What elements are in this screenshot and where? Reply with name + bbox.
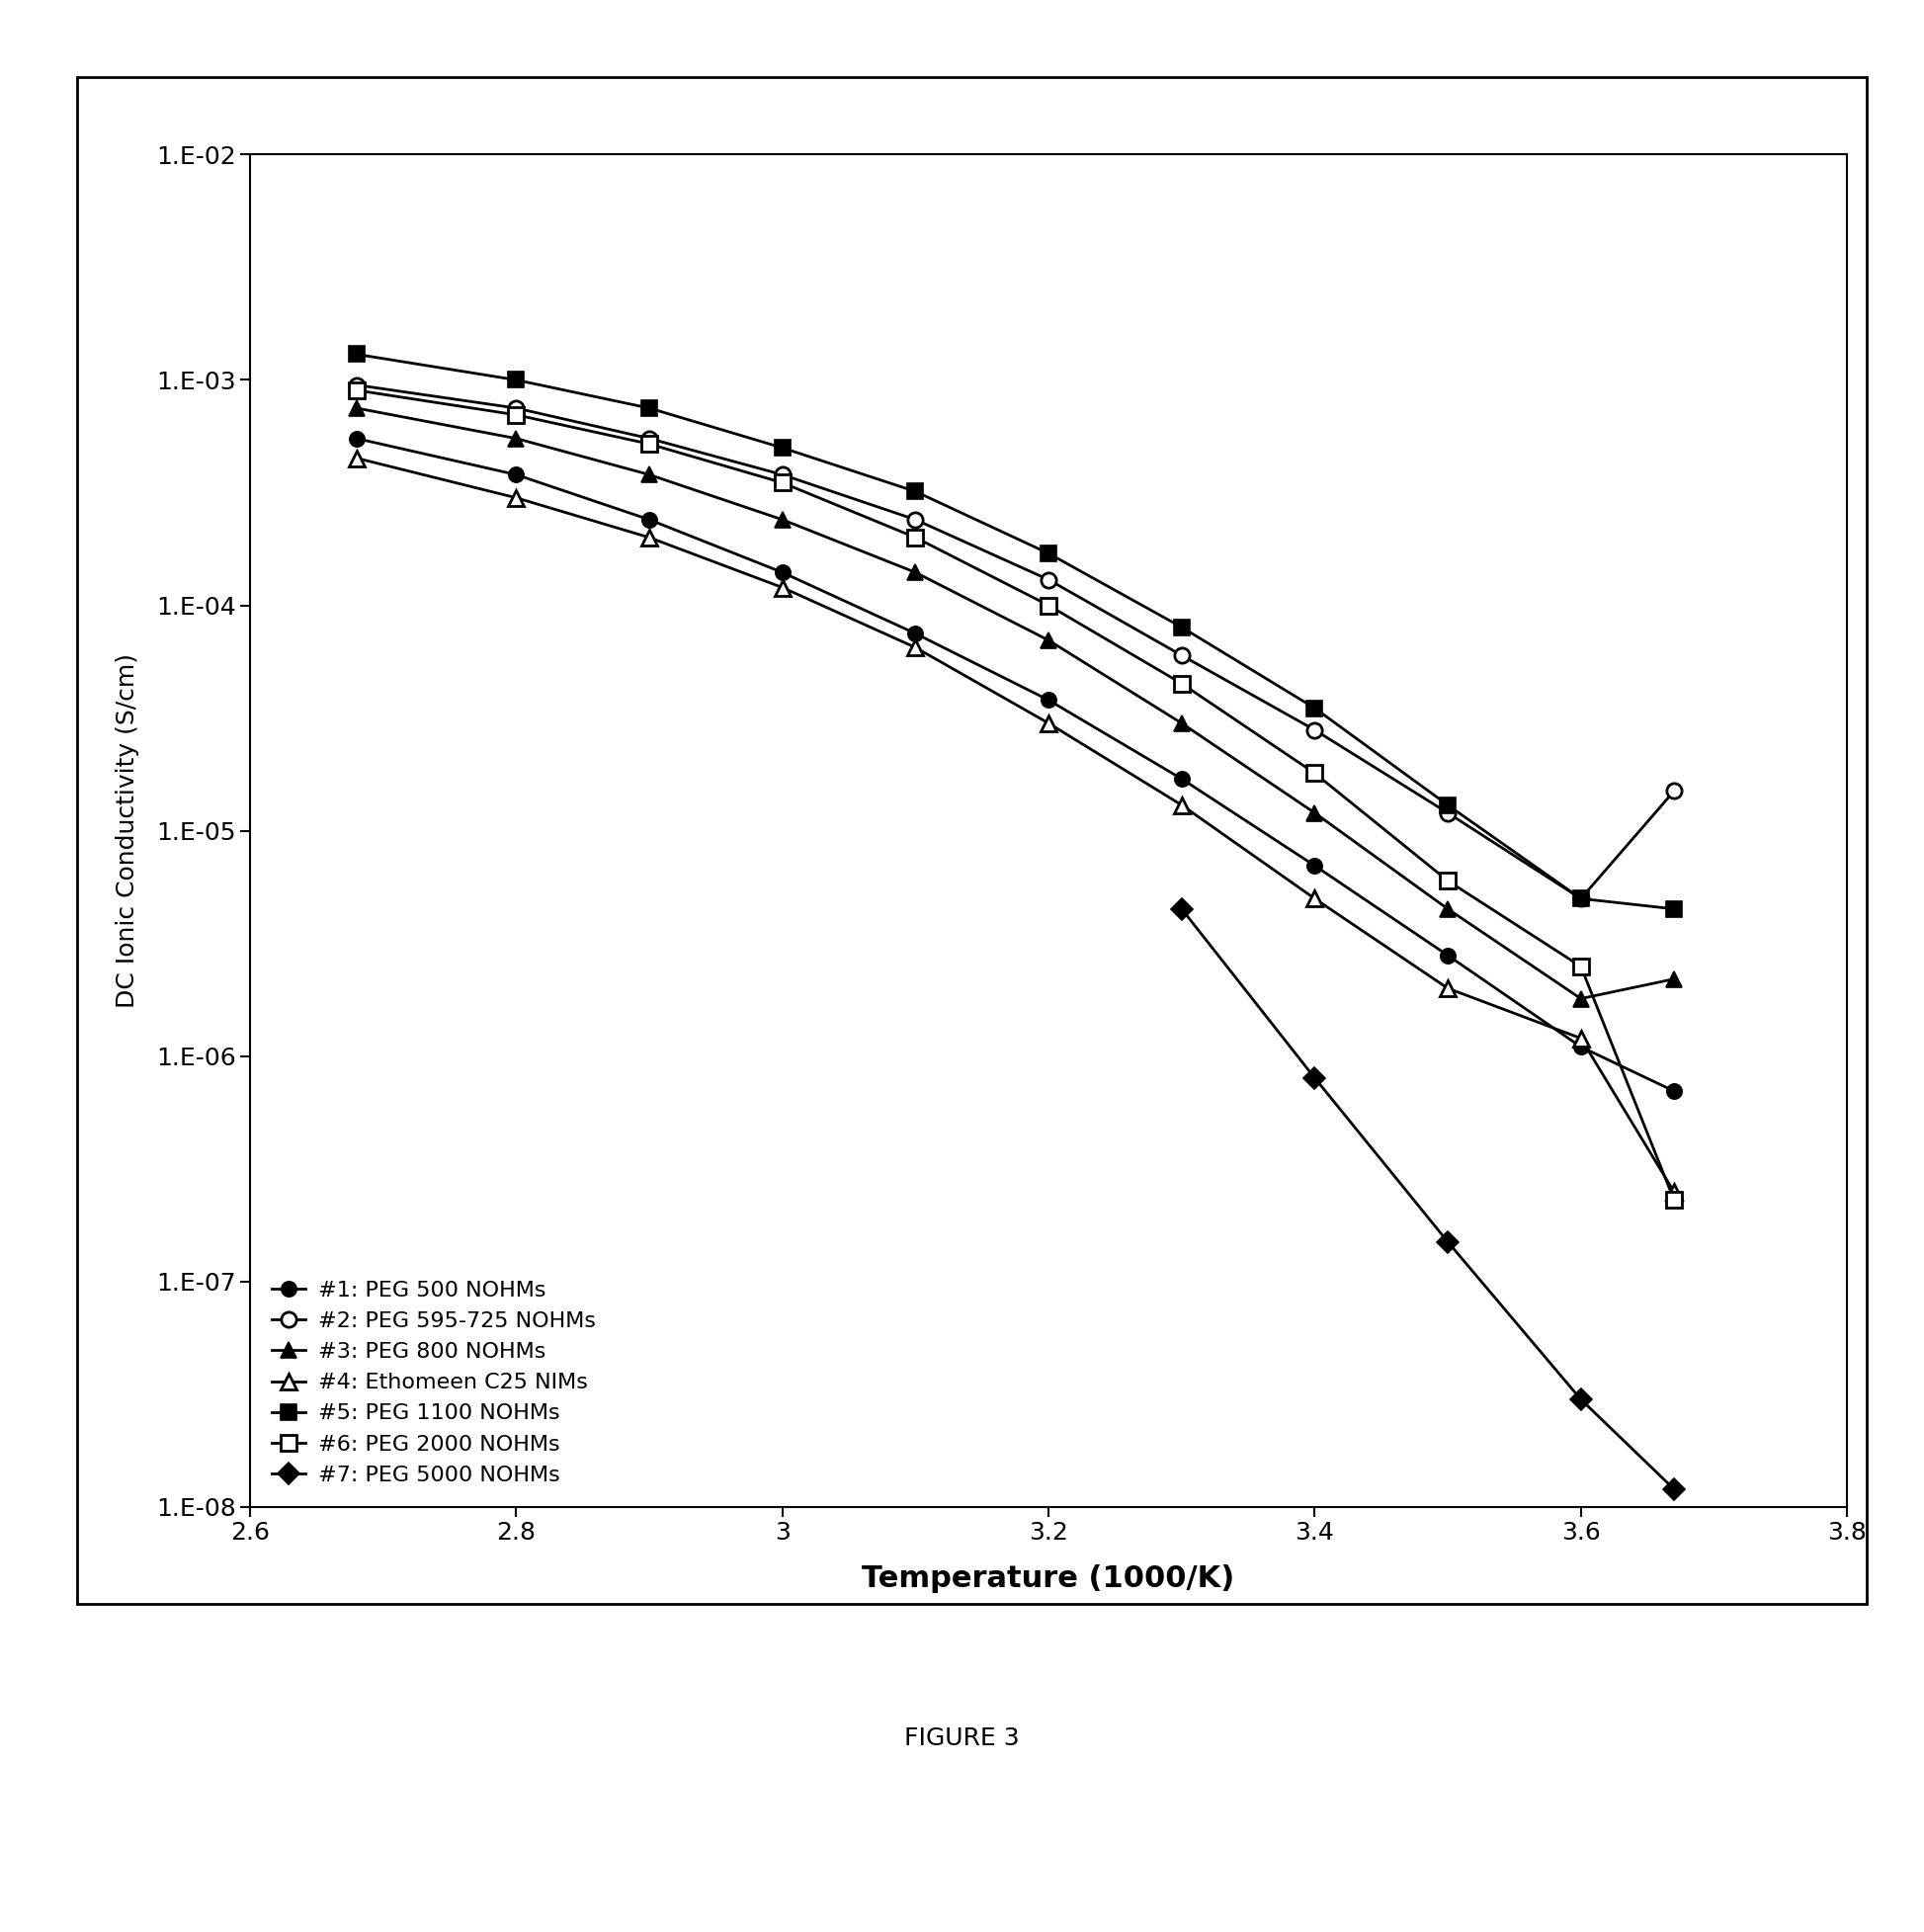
#5: PEG 1100 NOHMs: (3, 0.0005): PEG 1100 NOHMs: (3, 0.0005) [772, 437, 795, 460]
#6: PEG 2000 NOHMs: (3, 0.00035): PEG 2000 NOHMs: (3, 0.00035) [772, 471, 795, 495]
#4: Ethomeen C25 NIMs: (2.68, 0.00045): Ethomeen C25 NIMs: (2.68, 0.00045) [344, 446, 367, 469]
Line: #7: PEG 5000 NOHMs: #7: PEG 5000 NOHMs [1174, 902, 1682, 1497]
#1: PEG 500 NOHMs: (2.8, 0.00038): PEG 500 NOHMs: (2.8, 0.00038) [504, 464, 527, 487]
#5: PEG 1100 NOHMs: (2.8, 0.001): PEG 1100 NOHMs: (2.8, 0.001) [504, 369, 527, 392]
X-axis label: Temperature (1000/K): Temperature (1000/K) [862, 1565, 1235, 1594]
#4: Ethomeen C25 NIMs: (3.4, 5e-06): Ethomeen C25 NIMs: (3.4, 5e-06) [1303, 887, 1326, 910]
#1: PEG 500 NOHMs: (3.4, 7e-06): PEG 500 NOHMs: (3.4, 7e-06) [1303, 854, 1326, 877]
#6: PEG 2000 NOHMs: (3.4, 1.8e-05): PEG 2000 NOHMs: (3.4, 1.8e-05) [1303, 761, 1326, 784]
#3: PEG 800 NOHMs: (2.68, 0.00075): PEG 800 NOHMs: (2.68, 0.00075) [344, 396, 367, 419]
Legend: #1: PEG 500 NOHMs, #2: PEG 595-725 NOHMs, #3: PEG 800 NOHMs, #4: Ethomeen C25 NI: #1: PEG 500 NOHMs, #2: PEG 595-725 NOHMs… [262, 1269, 606, 1495]
#1: PEG 500 NOHMs: (3.5, 2.8e-06): PEG 500 NOHMs: (3.5, 2.8e-06) [1437, 943, 1460, 966]
#3: PEG 800 NOHMs: (2.9, 0.00038): PEG 800 NOHMs: (2.9, 0.00038) [637, 464, 660, 487]
#4: Ethomeen C25 NIMs: (2.9, 0.0002): Ethomeen C25 NIMs: (2.9, 0.0002) [637, 526, 660, 549]
Line: #2: PEG 595-725 NOHMs: #2: PEG 595-725 NOHMs [348, 377, 1682, 906]
#1: PEG 500 NOHMs: (3.2, 3.8e-05): PEG 500 NOHMs: (3.2, 3.8e-05) [1037, 688, 1060, 711]
#2: PEG 595-725 NOHMs: (2.9, 0.00055): PEG 595-725 NOHMs: (2.9, 0.00055) [637, 427, 660, 450]
#2: PEG 595-725 NOHMs: (3.1, 0.00024): PEG 595-725 NOHMs: (3.1, 0.00024) [904, 508, 927, 531]
#3: PEG 800 NOHMs: (3, 0.00024): PEG 800 NOHMs: (3, 0.00024) [772, 508, 795, 531]
#4: Ethomeen C25 NIMs: (2.8, 0.0003): Ethomeen C25 NIMs: (2.8, 0.0003) [504, 487, 527, 510]
#2: PEG 595-725 NOHMs: (3.3, 6e-05): PEG 595-725 NOHMs: (3.3, 6e-05) [1170, 643, 1193, 667]
#4: Ethomeen C25 NIMs: (3.5, 2e-06): Ethomeen C25 NIMs: (3.5, 2e-06) [1437, 978, 1460, 1001]
#5: PEG 1100 NOHMs: (2.9, 0.00075): PEG 1100 NOHMs: (2.9, 0.00075) [637, 396, 660, 419]
#1: PEG 500 NOHMs: (3.1, 7.5e-05): PEG 500 NOHMs: (3.1, 7.5e-05) [904, 622, 927, 645]
#7: PEG 5000 NOHMs: (3.67, 1.2e-08): PEG 5000 NOHMs: (3.67, 1.2e-08) [1662, 1478, 1685, 1501]
Line: #5: PEG 1100 NOHMs: #5: PEG 1100 NOHMs [348, 346, 1682, 916]
#3: PEG 800 NOHMs: (3.1, 0.00014): PEG 800 NOHMs: (3.1, 0.00014) [904, 560, 927, 583]
#5: PEG 1100 NOHMs: (3.1, 0.00032): PEG 1100 NOHMs: (3.1, 0.00032) [904, 479, 927, 502]
#6: PEG 2000 NOHMs: (3.1, 0.0002): PEG 2000 NOHMs: (3.1, 0.0002) [904, 526, 927, 549]
#5: PEG 1100 NOHMs: (3.3, 8e-05): PEG 1100 NOHMs: (3.3, 8e-05) [1170, 616, 1193, 639]
#3: PEG 800 NOHMs: (2.8, 0.00055): PEG 800 NOHMs: (2.8, 0.00055) [504, 427, 527, 450]
#5: PEG 1100 NOHMs: (2.68, 0.0013): PEG 1100 NOHMs: (2.68, 0.0013) [344, 342, 367, 365]
#2: PEG 595-725 NOHMs: (2.8, 0.00075): PEG 595-725 NOHMs: (2.8, 0.00075) [504, 396, 527, 419]
Text: FIGURE 3: FIGURE 3 [904, 1727, 1020, 1750]
Line: #1: PEG 500 NOHMs: #1: PEG 500 NOHMs [348, 431, 1682, 1099]
#2: PEG 595-725 NOHMs: (3.67, 1.5e-05): PEG 595-725 NOHMs: (3.67, 1.5e-05) [1662, 779, 1685, 802]
#5: PEG 1100 NOHMs: (3.2, 0.00017): PEG 1100 NOHMs: (3.2, 0.00017) [1037, 541, 1060, 564]
#3: PEG 800 NOHMs: (3.67, 2.2e-06): PEG 800 NOHMs: (3.67, 2.2e-06) [1662, 968, 1685, 991]
#1: PEG 500 NOHMs: (3.6, 1.1e-06): PEG 500 NOHMs: (3.6, 1.1e-06) [1570, 1036, 1593, 1059]
#6: PEG 2000 NOHMs: (3.2, 0.0001): PEG 2000 NOHMs: (3.2, 0.0001) [1037, 593, 1060, 616]
#6: PEG 2000 NOHMs: (3.67, 2.3e-07): PEG 2000 NOHMs: (3.67, 2.3e-07) [1662, 1188, 1685, 1211]
#6: PEG 2000 NOHMs: (2.68, 0.0009): PEG 2000 NOHMs: (2.68, 0.0009) [344, 379, 367, 402]
#3: PEG 800 NOHMs: (3.4, 1.2e-05): PEG 800 NOHMs: (3.4, 1.2e-05) [1303, 802, 1326, 825]
#1: PEG 500 NOHMs: (3.3, 1.7e-05): PEG 500 NOHMs: (3.3, 1.7e-05) [1170, 767, 1193, 790]
#7: PEG 5000 NOHMs: (3.6, 3e-08): PEG 5000 NOHMs: (3.6, 3e-08) [1570, 1387, 1593, 1410]
#6: PEG 2000 NOHMs: (3.6, 2.5e-06): PEG 2000 NOHMs: (3.6, 2.5e-06) [1570, 954, 1593, 978]
Line: #4: Ethomeen C25 NIMs: #4: Ethomeen C25 NIMs [348, 450, 1682, 1200]
Line: #6: PEG 2000 NOHMs: #6: PEG 2000 NOHMs [348, 383, 1682, 1208]
#7: PEG 5000 NOHMs: (3.4, 8e-07): PEG 5000 NOHMs: (3.4, 8e-07) [1303, 1066, 1326, 1090]
#1: PEG 500 NOHMs: (2.68, 0.00055): PEG 500 NOHMs: (2.68, 0.00055) [344, 427, 367, 450]
#2: PEG 595-725 NOHMs: (2.68, 0.00095): PEG 595-725 NOHMs: (2.68, 0.00095) [344, 373, 367, 396]
#7: PEG 5000 NOHMs: (3.5, 1.5e-07): PEG 5000 NOHMs: (3.5, 1.5e-07) [1437, 1231, 1460, 1254]
#2: PEG 595-725 NOHMs: (3.2, 0.00013): PEG 595-725 NOHMs: (3.2, 0.00013) [1037, 568, 1060, 591]
#5: PEG 1100 NOHMs: (3.4, 3.5e-05): PEG 1100 NOHMs: (3.4, 3.5e-05) [1303, 697, 1326, 721]
#6: PEG 2000 NOHMs: (2.9, 0.00052): PEG 2000 NOHMs: (2.9, 0.00052) [637, 433, 660, 456]
#4: Ethomeen C25 NIMs: (3.2, 3e-05): Ethomeen C25 NIMs: (3.2, 3e-05) [1037, 711, 1060, 734]
#3: PEG 800 NOHMs: (3.2, 7e-05): PEG 800 NOHMs: (3.2, 7e-05) [1037, 628, 1060, 651]
#6: PEG 2000 NOHMs: (3.5, 6e-06): PEG 2000 NOHMs: (3.5, 6e-06) [1437, 869, 1460, 893]
#5: PEG 1100 NOHMs: (3.5, 1.3e-05): PEG 1100 NOHMs: (3.5, 1.3e-05) [1437, 794, 1460, 817]
#7: PEG 5000 NOHMs: (3.3, 4.5e-06): PEG 5000 NOHMs: (3.3, 4.5e-06) [1170, 896, 1193, 920]
Y-axis label: DC Ionic Conductivity (S/cm): DC Ionic Conductivity (S/cm) [115, 653, 139, 1009]
#1: PEG 500 NOHMs: (3, 0.00014): PEG 500 NOHMs: (3, 0.00014) [772, 560, 795, 583]
#2: PEG 595-725 NOHMs: (3.6, 5e-06): PEG 595-725 NOHMs: (3.6, 5e-06) [1570, 887, 1593, 910]
#5: PEG 1100 NOHMs: (3.6, 5e-06): PEG 1100 NOHMs: (3.6, 5e-06) [1570, 887, 1593, 910]
#4: Ethomeen C25 NIMs: (3.3, 1.3e-05): Ethomeen C25 NIMs: (3.3, 1.3e-05) [1170, 794, 1193, 817]
#1: PEG 500 NOHMs: (2.9, 0.00024): PEG 500 NOHMs: (2.9, 0.00024) [637, 508, 660, 531]
#3: PEG 800 NOHMs: (3.5, 4.5e-06): PEG 800 NOHMs: (3.5, 4.5e-06) [1437, 896, 1460, 920]
#4: Ethomeen C25 NIMs: (3.67, 2.5e-07): Ethomeen C25 NIMs: (3.67, 2.5e-07) [1662, 1180, 1685, 1204]
#4: Ethomeen C25 NIMs: (3, 0.00012): Ethomeen C25 NIMs: (3, 0.00012) [772, 576, 795, 599]
#2: PEG 595-725 NOHMs: (3, 0.00038): PEG 595-725 NOHMs: (3, 0.00038) [772, 464, 795, 487]
#2: PEG 595-725 NOHMs: (3.5, 1.2e-05): PEG 595-725 NOHMs: (3.5, 1.2e-05) [1437, 802, 1460, 825]
#2: PEG 595-725 NOHMs: (3.4, 2.8e-05): PEG 595-725 NOHMs: (3.4, 2.8e-05) [1303, 719, 1326, 742]
#5: PEG 1100 NOHMs: (3.67, 4.5e-06): PEG 1100 NOHMs: (3.67, 4.5e-06) [1662, 896, 1685, 920]
#4: Ethomeen C25 NIMs: (3.1, 6.5e-05): Ethomeen C25 NIMs: (3.1, 6.5e-05) [904, 636, 927, 659]
#1: PEG 500 NOHMs: (3.67, 7e-07): PEG 500 NOHMs: (3.67, 7e-07) [1662, 1080, 1685, 1103]
#4: Ethomeen C25 NIMs: (3.6, 1.2e-06): Ethomeen C25 NIMs: (3.6, 1.2e-06) [1570, 1026, 1593, 1049]
Line: #3: PEG 800 NOHMs: #3: PEG 800 NOHMs [348, 400, 1682, 1007]
#6: PEG 2000 NOHMs: (3.3, 4.5e-05): PEG 2000 NOHMs: (3.3, 4.5e-05) [1170, 672, 1193, 696]
#6: PEG 2000 NOHMs: (2.8, 0.0007): PEG 2000 NOHMs: (2.8, 0.0007) [504, 404, 527, 427]
#3: PEG 800 NOHMs: (3.3, 3e-05): PEG 800 NOHMs: (3.3, 3e-05) [1170, 711, 1193, 734]
#3: PEG 800 NOHMs: (3.6, 1.8e-06): PEG 800 NOHMs: (3.6, 1.8e-06) [1570, 987, 1593, 1010]
